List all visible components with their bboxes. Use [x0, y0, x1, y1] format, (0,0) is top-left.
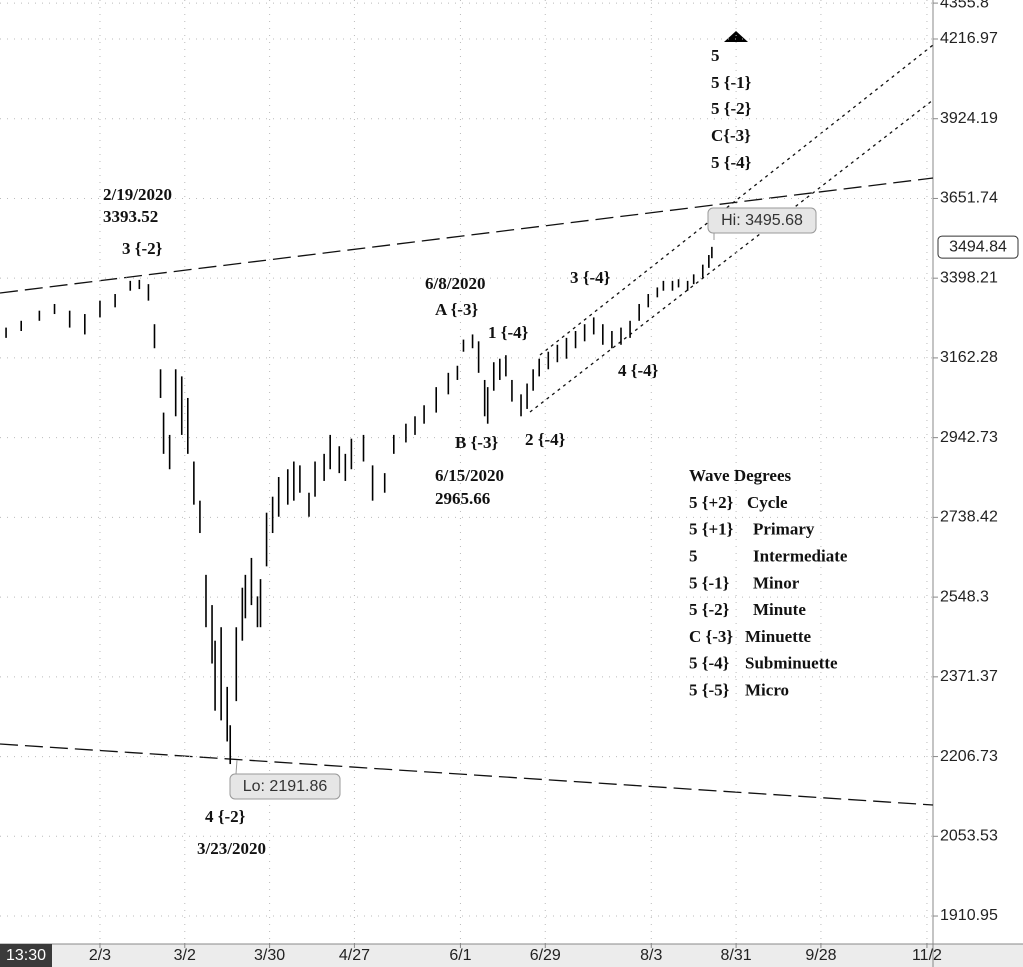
time-box — [0, 944, 52, 967]
wave-label: C{-3} — [711, 126, 751, 145]
callout-label: Lo: 2191.86 — [243, 778, 328, 795]
wave-label: B {-3} — [455, 433, 498, 452]
y-tick-label: 4355.8 — [940, 0, 989, 11]
wave-label: 4 {-4} — [618, 361, 659, 380]
y-tick-label: 2548.3 — [940, 588, 989, 605]
callout-label: Hi: 3495.68 — [721, 212, 803, 229]
wave-label: 3 {-4} — [570, 268, 611, 287]
wave-label: 5 {-2} — [711, 99, 752, 118]
wave-label: 4 {-2} — [205, 807, 246, 826]
last-price: 3494.84 — [949, 238, 1007, 255]
y-tick-label: 1910.95 — [940, 907, 998, 924]
time-label: 13:30 — [6, 947, 46, 964]
legend-degree: 5 {+2} — [689, 493, 734, 512]
legend-degree: C {-3} — [689, 627, 733, 646]
y-tick-label: 2053.53 — [940, 828, 998, 845]
y-tick-label: 3398.21 — [940, 269, 998, 286]
wave-label: 2/19/2020 — [103, 185, 172, 204]
legend-degree: 5 {-2} — [689, 600, 730, 619]
legend-name: Minuette — [745, 627, 812, 646]
channel-lower — [529, 99, 934, 413]
last-price-box — [937, 235, 1019, 259]
trend-lines — [0, 44, 934, 806]
callout-pointer — [235, 759, 238, 775]
y-tick-label: 3924.19 — [940, 110, 998, 127]
x-tick-label: 8/31 — [721, 947, 752, 964]
wave-label: 3393.52 — [103, 207, 158, 226]
wave-label: 3/23/2020 — [197, 839, 266, 858]
legend-name: Primary — [753, 520, 815, 539]
y-tick-label: 2206.73 — [940, 748, 998, 765]
lower-trend-line — [0, 743, 934, 806]
y-tick-label: 4216.97 — [940, 30, 998, 47]
wave-label: 6/15/2020 — [435, 466, 504, 485]
wave-label: 1 {-4} — [488, 323, 529, 342]
y-tick-label: 2942.73 — [940, 429, 998, 446]
wave-label: A {-3} — [435, 300, 478, 319]
x-tick-label: 6/29 — [530, 947, 561, 964]
legend-name: Micro — [745, 681, 789, 700]
x-tick-label: 3/30 — [254, 947, 285, 964]
x-tick-label: 8/3 — [640, 947, 662, 964]
y-tick-label: 2371.37 — [940, 668, 998, 685]
wave-label: 3 {-2} — [122, 239, 163, 258]
x-tick-label: 11/2 — [912, 947, 942, 964]
wave-label: 2 {-4} — [525, 430, 566, 449]
x-tick-label: 6/1 — [449, 947, 471, 964]
y-tick-label: 3162.28 — [940, 349, 998, 366]
wave-label: 5 — [711, 46, 720, 65]
legend-degree: 5 {+1} — [689, 520, 734, 539]
y-tick-label: 3651.74 — [940, 190, 998, 207]
legend-degree: 5 — [689, 547, 698, 566]
upper-trend-line — [0, 177, 934, 294]
x-tick-label: 2/3 — [89, 947, 111, 964]
wave-label: 5 {-4} — [711, 153, 752, 172]
x-tick-label: 3/2 — [174, 947, 196, 964]
wave-label: 2965.66 — [435, 489, 490, 508]
legend-degree: 5 {-4} — [689, 654, 730, 673]
x-tick-label: 9/28 — [805, 947, 836, 964]
legend-name: Cycle — [747, 493, 788, 512]
callout-box — [707, 207, 817, 234]
legend-name: Minute — [753, 600, 806, 619]
legend-name: Subminuette — [745, 654, 838, 673]
wave-label: 6/8/2020 — [425, 274, 485, 293]
legend-title: Wave Degrees — [689, 466, 792, 485]
x-axis-strip — [0, 944, 1023, 967]
legend-degree: 5 {-5} — [689, 681, 730, 700]
legend-name: Intermediate — [753, 547, 848, 566]
legend-degree: 5 {-1} — [689, 573, 730, 592]
x-tick-label: 4/27 — [339, 947, 370, 964]
legend-name: Minor — [753, 573, 800, 592]
wave-label: 5 {-1} — [711, 73, 752, 92]
y-tick-label: 2738.42 — [940, 509, 998, 526]
callout-box — [229, 773, 341, 800]
